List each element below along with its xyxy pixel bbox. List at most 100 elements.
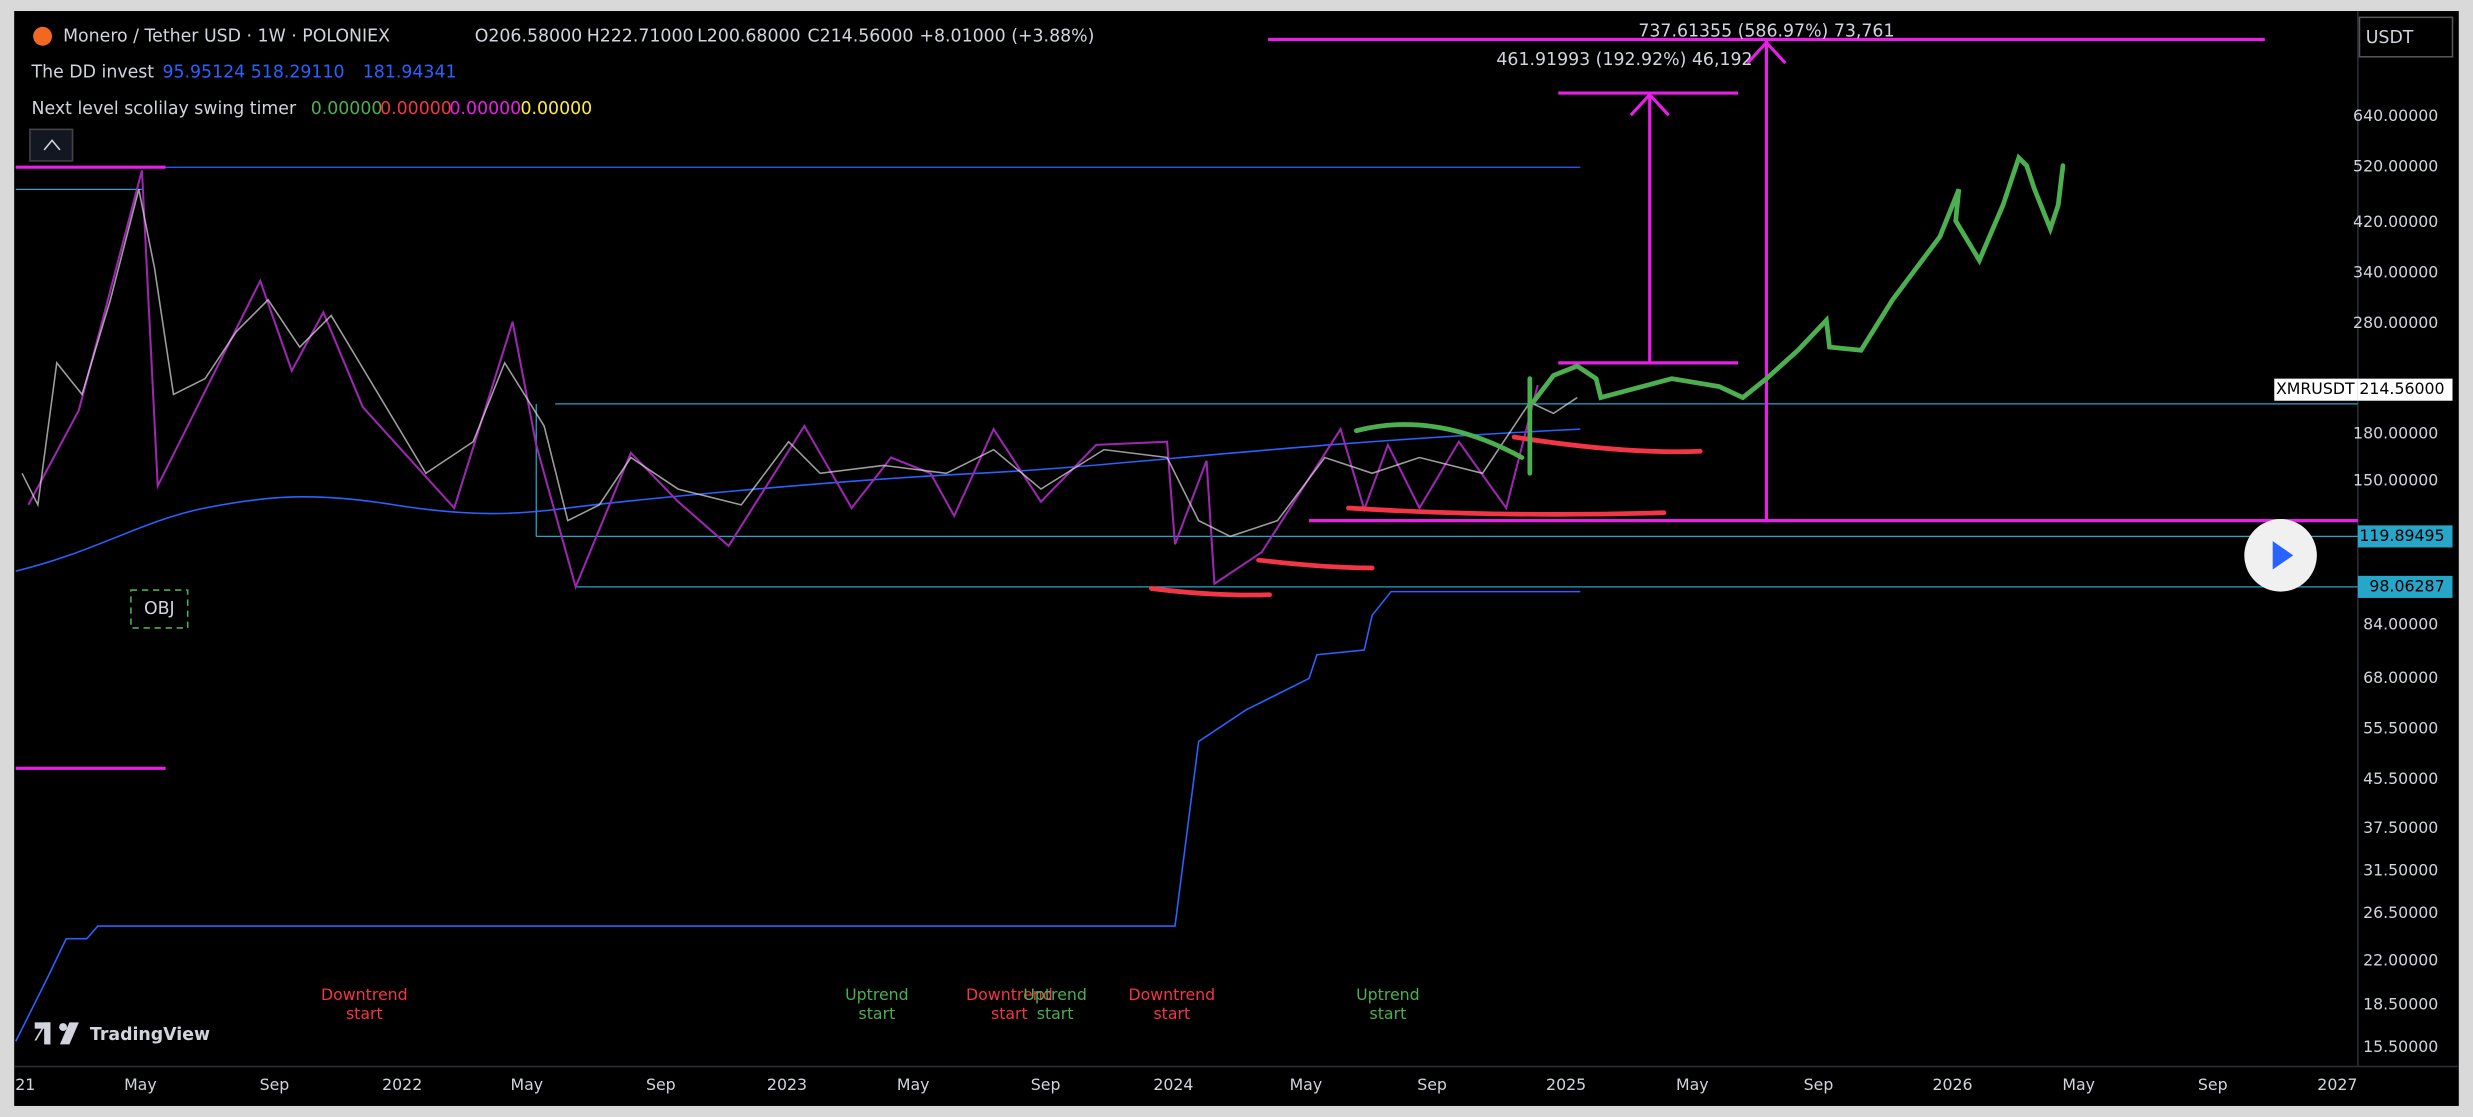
price-trace: [21, 189, 1578, 538]
time-label: 2024: [1153, 1075, 1193, 1094]
price-label: 18.50000: [2363, 994, 2438, 1013]
ohlc-value: C214.56000: [808, 26, 914, 46]
measure-label: 461.91993 (192.92%) 46,192: [1496, 50, 1752, 70]
watermark: TradingView: [90, 1025, 210, 1045]
indicator-value: 181.94341: [363, 63, 457, 83]
watermark-logo: [59, 1022, 79, 1045]
moving-average: [15, 428, 1581, 572]
indicator-value: 0.00000: [520, 99, 592, 119]
price-axis: 640.00000 520.00000 420.00000 340.00000 280.…: [2353, 106, 2438, 1056]
indicator-value: 0.00000: [380, 99, 452, 119]
price-label: 84.00000: [2363, 614, 2438, 633]
time-label: May: [897, 1075, 930, 1094]
watermark-logo: [59, 1023, 68, 1032]
last-price: 214.56000: [2359, 379, 2444, 398]
signal-sub: start: [1370, 1004, 1407, 1023]
time-axis: 21 May Sep 2022 May Sep 2023 May Sep 2024 May Sep 20…: [15, 1075, 2357, 1094]
currency: USDT: [2366, 28, 2414, 48]
price-label: 68.00000: [2363, 668, 2438, 687]
signal-sub: start: [991, 1004, 1028, 1023]
price-label: 22.00000: [2363, 950, 2438, 969]
time-label: May: [1290, 1075, 1323, 1094]
price-label: 520.00000: [2353, 157, 2438, 176]
signal-sub: start: [346, 1004, 383, 1023]
price-label: 31.50000: [2363, 860, 2438, 879]
time-label: 21: [15, 1075, 35, 1094]
indicator-name: Next level scolilay swing timer: [32, 99, 297, 119]
price-label: 37.50000: [2363, 818, 2438, 837]
symbol-icon: [33, 26, 53, 46]
indicator-value: 0.00000: [449, 99, 521, 119]
price-label: 180.00000: [2353, 423, 2438, 442]
signal-text: Downtrend: [321, 985, 408, 1004]
indicator-value: 0.00000: [311, 99, 383, 119]
price-label: 45.50000: [2363, 769, 2438, 788]
time-label: 2025: [1546, 1075, 1586, 1094]
signal-text: Downtrend: [1128, 985, 1215, 1004]
ohlc-value: +8.01000 (+3.88%): [919, 26, 1094, 46]
step-line: [15, 590, 1581, 1042]
indicator-name: The DD invest: [31, 63, 155, 83]
last-price-tag: [2357, 378, 2453, 401]
watermark-logo: [44, 1022, 51, 1045]
indicators: The DD invest 95.95124 518.29110 181.94341 N…: [31, 63, 593, 119]
play-icon: [2272, 541, 2294, 570]
price-label: 15.50000: [2363, 1037, 2438, 1056]
time-label: Sep: [260, 1075, 290, 1094]
levels: [15, 166, 2358, 588]
currency-button[interactable]: [2358, 16, 2454, 58]
signal-sub: start: [1037, 1004, 1074, 1023]
watermark-logo: [34, 1022, 51, 1029]
signal-sub: start: [859, 1004, 896, 1023]
collapse-icon: [43, 139, 61, 151]
price-label: 150.00000: [2353, 471, 2438, 490]
level-tag: [2357, 575, 2453, 598]
object-box: [130, 589, 189, 629]
time-label: Sep: [1804, 1075, 1834, 1094]
time-label: Sep: [2198, 1075, 2228, 1094]
time-label: May: [124, 1075, 157, 1094]
price-label: 340.00000: [2353, 262, 2438, 281]
ohlc: O206.58000 H222.71000 L200.68000 C214.56000…: [475, 26, 1095, 46]
indicator-value: 518.29110: [251, 63, 345, 83]
watermark-logo: ⁄: [34, 1025, 45, 1045]
time-label: 2027: [2317, 1075, 2357, 1094]
price-label: 280.00000: [2353, 313, 2438, 332]
symbol-tag-text: XMRUSDT: [2276, 379, 2355, 398]
time-label: Sep: [646, 1075, 676, 1094]
ohlc-value: O206.58000: [475, 26, 582, 46]
projection-drawing: [1353, 153, 2066, 476]
price-label: 26.50000: [2363, 903, 2438, 922]
time-label: May: [510, 1075, 543, 1094]
time-label: Sep: [1031, 1075, 1061, 1094]
signal-text: Downtrend: [966, 985, 1053, 1004]
indicator-value: 95.95124: [162, 63, 245, 83]
signals: DowntrendstartUptrendstartDowntrendstart…: [321, 985, 1420, 1023]
level-price: 119.89495: [2359, 526, 2444, 545]
zigzag: [27, 170, 1539, 591]
symbol-tag: [2274, 378, 2358, 401]
time-label: May: [2062, 1075, 2095, 1094]
signal-text: Uptrend: [1356, 985, 1420, 1004]
ohlc-value: L200.68000: [697, 26, 800, 46]
ohlc-value: H222.71000: [587, 26, 694, 46]
symbol: Monero / Tether USD · 1W · POLONIEX: [63, 26, 390, 46]
level-tag: [2357, 525, 2453, 548]
time-label: Sep: [1417, 1075, 1447, 1094]
time-label: May: [1676, 1075, 1709, 1094]
chart-panel: [14, 11, 2459, 1106]
measure-drawings: [15, 37, 2358, 770]
signal-text: Uptrend: [845, 985, 909, 1004]
time-label: 2022: [382, 1075, 422, 1094]
measure-label: 737.61355 (586.97%) 73,761: [1638, 22, 1894, 42]
time-label: 2026: [1932, 1075, 1972, 1094]
signal-sub: start: [1153, 1004, 1190, 1023]
price-label: 420.00000: [2353, 212, 2438, 231]
level-price: 98.06287: [2369, 576, 2444, 595]
collapse-button[interactable]: [29, 128, 74, 162]
signal-text: Uptrend: [1023, 985, 1087, 1004]
support-drawings: [1148, 434, 1703, 598]
price-label: 640.00000: [2353, 106, 2438, 125]
price-label: 55.50000: [2363, 718, 2438, 737]
